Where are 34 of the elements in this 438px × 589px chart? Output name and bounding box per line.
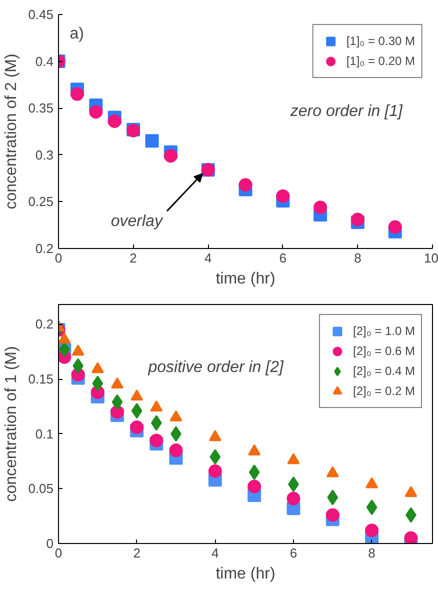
x-axis-title: time (hr) xyxy=(216,566,276,582)
x-tick-label: 4 xyxy=(212,546,219,560)
legend-label: [2]₀ = 0.4 M xyxy=(352,364,415,378)
y-tick-label: 0.15 xyxy=(28,372,54,387)
x-axis-title: time (hr) xyxy=(216,270,276,288)
x-tick-label: 8 xyxy=(354,250,362,266)
annotation: a) xyxy=(70,26,84,43)
legend-label: [1]₀ = 0.20 M xyxy=(346,54,415,68)
x-tick-label: 2 xyxy=(130,250,137,266)
annotation: overlay xyxy=(110,212,164,230)
x-tick-label: 6 xyxy=(290,546,298,560)
annotation: positive order in [2] xyxy=(147,359,284,376)
x-tick-label: 10 xyxy=(424,250,438,266)
y-axis-title: concentration of 1 (M) xyxy=(3,346,20,502)
legend-label: [2]₀ = 1.0 M xyxy=(352,324,415,338)
legend-label: [2]₀ = 0.6 M xyxy=(352,344,415,358)
y-tick-label: 0.4 xyxy=(35,54,54,69)
y-tick-label: 0.1 xyxy=(35,426,54,442)
legend-label: [2]₀ = 0.2 M xyxy=(352,384,415,398)
y-axis-title: concentration of 2 (M) xyxy=(3,54,20,210)
y-tick-label: 0.05 xyxy=(28,481,54,496)
x-tick-label: 8 xyxy=(368,546,376,560)
y-tick-label: 0.25 xyxy=(28,194,54,210)
y-tick-label: 0.35 xyxy=(28,100,54,116)
annotation: zero order in [1] xyxy=(289,102,403,120)
legend-label: [1]₀ = 0.30 M xyxy=(346,34,415,48)
y-tick-label: 0.3 xyxy=(35,147,54,162)
y-tick-label: 0.2 xyxy=(35,316,54,332)
x-tick-label: 6 xyxy=(279,250,287,266)
x-tick-label: 4 xyxy=(204,250,212,266)
x-tick-label: 2 xyxy=(133,546,140,560)
y-tick-label: 0.2 xyxy=(35,241,54,256)
y-tick-label: 0.45 xyxy=(28,7,54,22)
y-tick-label: 0 xyxy=(46,536,54,551)
